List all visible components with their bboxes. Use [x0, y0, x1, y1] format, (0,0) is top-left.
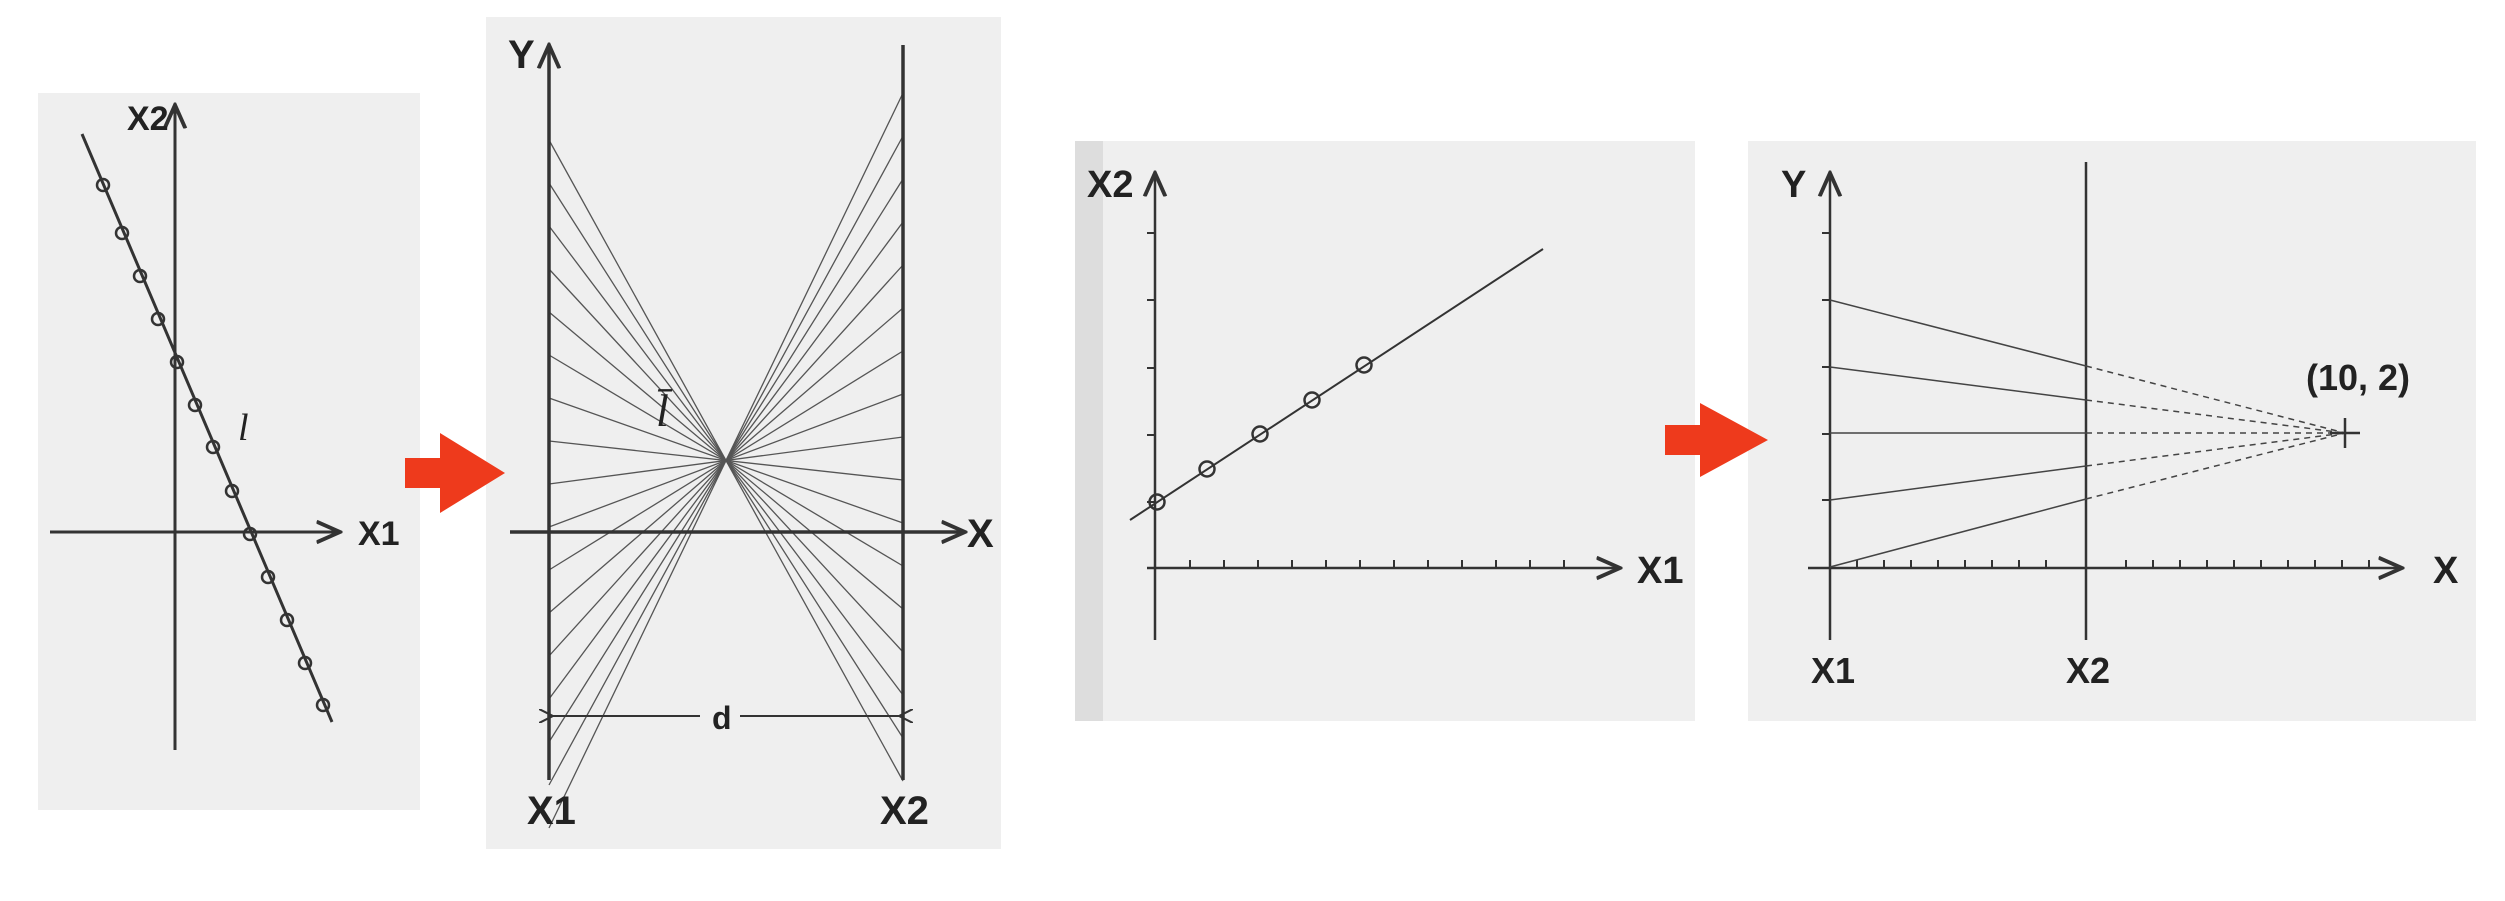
p3-point — [1303, 391, 1321, 409]
panel-cartesian-points — [1075, 141, 1695, 721]
p4-point-marker — [2330, 418, 2360, 448]
panel2-graphics: d Y X l̄ X1 X2 — [508, 33, 994, 833]
p1-point — [132, 268, 148, 284]
p2-x1-label: X1 — [527, 789, 576, 833]
p4-x-ticks — [1856, 560, 2370, 568]
p2-point-label: l̄ — [656, 385, 673, 436]
p4-x-label: X — [2433, 550, 2459, 592]
p2-d-label: d — [712, 700, 732, 736]
panel1-graphics: X2 X1 l — [50, 100, 400, 750]
p1-x2-label: X2 — [127, 100, 169, 138]
p3-x1-label: X1 — [1637, 550, 1683, 592]
p3-point — [1355, 356, 1373, 374]
p3-points — [1148, 356, 1373, 511]
p1-points — [95, 177, 331, 713]
p2-x-label: X — [967, 512, 994, 556]
p4-dashed-lines — [2085, 365, 2346, 500]
p2-y-label: Y — [508, 33, 535, 77]
p4-y-label: Y — [1781, 164, 1806, 206]
p1-point — [205, 439, 221, 455]
panel-cartesian-line — [38, 93, 420, 810]
p1-point — [279, 612, 295, 628]
panel4-graphics: (10, 2) Y X X1 X2 — [1781, 162, 2459, 691]
panel-parallel-coords-point — [1748, 141, 2476, 721]
p4-solid-lines — [1829, 299, 2087, 568]
p3-x-ticks — [1189, 560, 1565, 568]
p1-line-label: l — [238, 407, 249, 449]
p1-line-l — [80, 133, 334, 723]
p4-x2-label: X2 — [2066, 650, 2110, 691]
p1-x1-label: X1 — [358, 515, 400, 553]
p3-point — [1198, 460, 1216, 478]
red-arrow-2 — [1665, 403, 1768, 477]
p1-point — [297, 655, 313, 671]
p4-x1-label: X1 — [1811, 650, 1855, 691]
p1-point — [315, 697, 331, 713]
p3-y-ticks — [1147, 232, 1155, 503]
p3-line — [1129, 248, 1544, 521]
p1-point — [187, 397, 203, 413]
panel3-graphics: X2 X1 — [1075, 141, 1683, 721]
p1-point — [224, 483, 240, 499]
p4-y-ticks — [1822, 232, 1830, 501]
red-arrow-1 — [405, 433, 505, 513]
p1-point — [260, 569, 276, 585]
p4-point-label: (10, 2) — [2306, 357, 2410, 398]
p3-point — [1148, 493, 1166, 511]
p3-x2-label: X2 — [1087, 164, 1133, 206]
p3-point — [1251, 425, 1269, 443]
p1-point — [242, 526, 258, 542]
p1-point — [150, 311, 166, 327]
p1-point — [169, 354, 185, 370]
p2-pencil-lines — [548, 92, 904, 829]
p2-x2-label: X2 — [880, 789, 929, 833]
p1-point — [114, 225, 130, 241]
p1-point — [95, 177, 111, 193]
